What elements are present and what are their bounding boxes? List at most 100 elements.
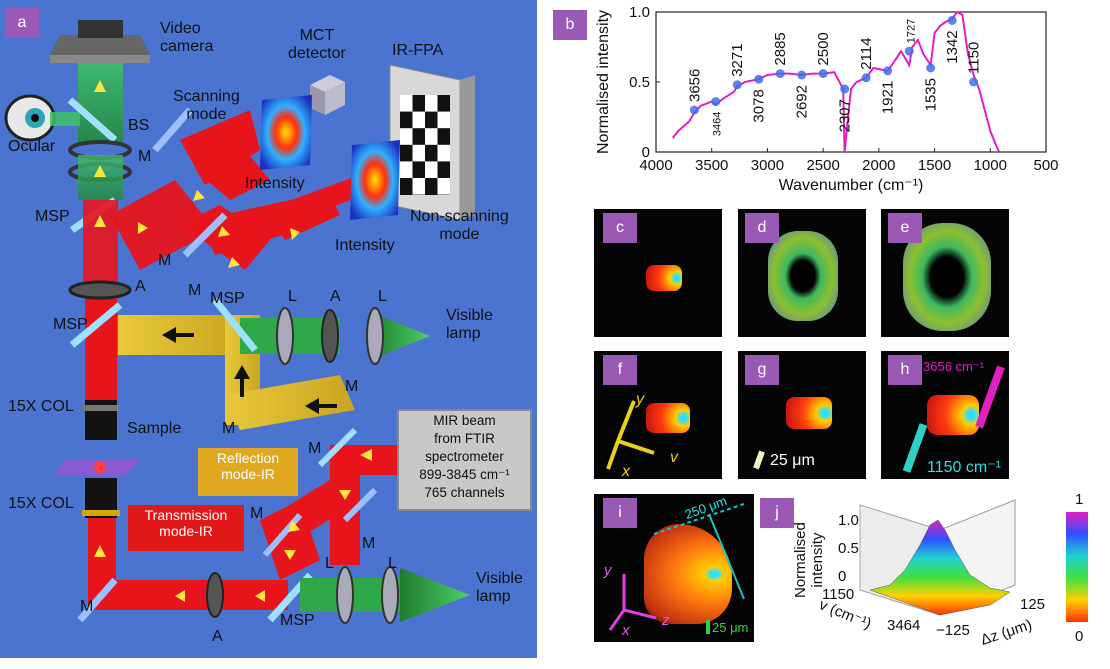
axes-triad-3d-icon — [608, 503, 745, 634]
spectrum-line — [671, 10, 1001, 153]
peak-marker — [689, 105, 699, 115]
video-camera-label: Video camera — [160, 20, 214, 55]
panel-label-b: b — [553, 10, 587, 40]
axis-v-label-f: v — [670, 449, 678, 466]
non-scanning-mode-label: Non-scanning mode — [410, 208, 509, 243]
sample-label: Sample — [127, 420, 182, 437]
peak-label: 2500 — [815, 32, 832, 65]
x-tick-label: 3500 — [695, 157, 728, 174]
panel-label-h: h — [888, 355, 922, 385]
surface-plot-3d — [859, 499, 1016, 616]
label-3656: 3656 cm⁻¹ — [923, 359, 985, 374]
mirror-label-9: M — [80, 598, 94, 615]
ztick-0: 0 — [838, 568, 847, 585]
lens-label-3: L — [325, 555, 334, 572]
peak-label: 3271 — [729, 43, 746, 76]
peak-marker — [711, 97, 721, 107]
peak-marker — [861, 73, 871, 83]
colorbar-min: 0 — [1075, 628, 1084, 645]
x-tick-label: 4000 — [639, 157, 672, 174]
panel-label-e: e — [888, 213, 922, 243]
transmission-mode-bg — [128, 505, 244, 551]
msp-label-1: MSP — [35, 208, 70, 225]
lens-label-2: L — [378, 288, 387, 305]
bar-1150 — [902, 423, 928, 473]
axis-x-label-f: x — [622, 463, 630, 480]
image-i: 250 μm 25 μm y z x — [594, 493, 754, 642]
peak-label: 2885 — [772, 32, 789, 65]
y-axis-label: Normalised intensity — [595, 10, 612, 154]
optical-setup-drawing — [4, 20, 532, 624]
mirror-label-7: M — [250, 505, 264, 522]
mirror-label-8: M — [362, 535, 376, 552]
mir-source-box — [397, 409, 532, 511]
visible-lamp-top — [370, 312, 430, 360]
x-tick-label: 2500 — [806, 157, 839, 174]
surface-peak — [869, 519, 1011, 616]
peak-marker — [969, 77, 979, 87]
reflection-mode-label: Reflection mode-IR — [216, 450, 280, 482]
mirror-label-2: M — [158, 252, 172, 269]
peak-label: 2692 — [794, 85, 811, 118]
axis-z-label-i: z — [662, 612, 670, 629]
mirror-label-4: M — [345, 378, 359, 395]
msp-label-4: MSP — [280, 612, 315, 629]
ztick-1: 1.0 — [838, 512, 859, 529]
spectrum-chart: 4000 3500 3000 2500 2000 1500 1000 500 0 0.5 1.0 Wa… — [595, 4, 1059, 194]
panel-label-a: a — [5, 8, 39, 38]
visible-lamp-label-1: Visible lamp — [446, 307, 493, 342]
panel-label-f: f — [603, 355, 637, 385]
lens-label-1: L — [288, 288, 297, 305]
y-tick-label: 0 — [642, 144, 650, 161]
panel-a-setup-diagram: a Video camera MCT detector IR-FPA Scann… — [0, 0, 537, 658]
scale-label-i-bottom: 25 μm — [712, 620, 749, 635]
mirror-label-5: M — [222, 420, 236, 437]
peak-marker — [883, 66, 893, 76]
ocular-eye-icon — [4, 94, 56, 142]
intensity-label-2: Intensity — [335, 237, 395, 254]
bs-label: BS — [128, 117, 150, 134]
x-tick-label: 1500 — [918, 157, 951, 174]
mct-detector-label: MCT detector — [288, 27, 346, 62]
peak-label: 1150 — [966, 42, 983, 74]
mirror-label-6: M — [308, 440, 322, 457]
msp-label-2: MSP — [53, 316, 88, 333]
col-label-1: 15X COL — [8, 398, 74, 415]
mct-detector-icon — [310, 75, 345, 115]
peak-label: 2307 — [837, 99, 854, 132]
peak-label: 1342 — [944, 30, 961, 63]
peak-label: 1535 — [923, 78, 940, 111]
peak-label: 3078 — [751, 89, 768, 122]
peak-marker — [818, 69, 828, 79]
vtick-3464: 3464 — [887, 617, 921, 634]
scale-bar-g — [753, 450, 765, 470]
panel-label-i: i — [603, 498, 637, 528]
y-tick-label: 0.5 — [629, 74, 650, 91]
scale-label-g: 25 μm — [770, 452, 815, 469]
axes-triad-icon — [606, 400, 655, 470]
x-axis-label: Wavenumber (cm⁻¹) — [779, 177, 924, 194]
aperture — [68, 280, 132, 300]
colorbar — [1066, 512, 1088, 622]
vtick-1150: 1150 — [822, 586, 855, 603]
peak-marker — [926, 63, 936, 73]
x-tick-label: 3000 — [751, 157, 784, 174]
dztick-pos: 125 — [1020, 596, 1046, 613]
peak-label: 1921 — [880, 81, 897, 114]
label-1150: 1150 cm⁻¹ — [927, 459, 1001, 476]
intensity-pattern-non-scanning — [350, 140, 400, 220]
panel-label-d: d — [745, 213, 779, 243]
peak-marker — [754, 74, 764, 84]
reflection-mode-bg — [198, 448, 298, 496]
peak-label: 3464 — [712, 112, 724, 136]
mir-source-label: MIR beam from FTIR spectrometer 899-3845… — [419, 413, 510, 500]
ir-fpa-label: IR-FPA — [392, 42, 444, 59]
panel-label-c: c — [603, 213, 637, 243]
dztick-neg: −125 — [936, 622, 970, 639]
msp-label-3: MSP — [210, 290, 245, 307]
peak-label: 1727 — [905, 19, 917, 43]
panel-label-g: g — [745, 355, 779, 385]
peak-marker — [775, 69, 785, 79]
zlabel-j: Normalised intensity — [792, 522, 826, 598]
intensity-label-1: Intensity — [245, 175, 305, 192]
